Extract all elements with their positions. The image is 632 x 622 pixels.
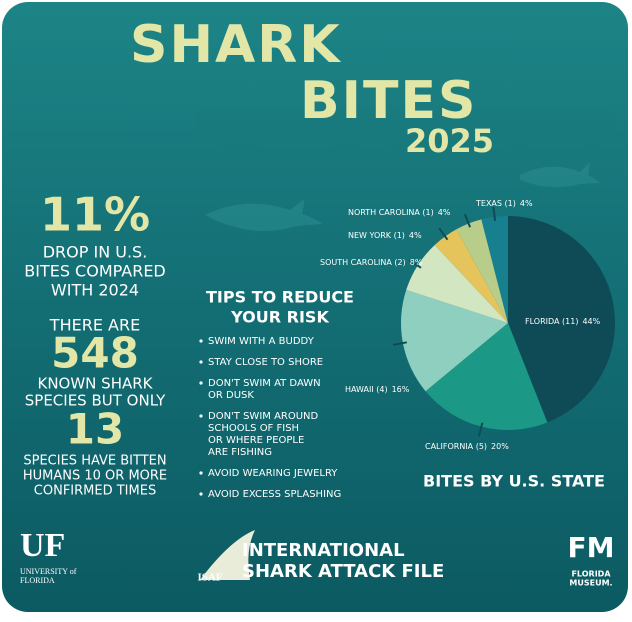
tip-text: AVOID WEARING JEWELRY (208, 468, 338, 479)
value-label: 4% (409, 231, 422, 240)
stat-text: SPECIES HAVE BITTEN (23, 454, 166, 469)
bullet (199, 492, 203, 496)
stat-text: DROP IN U.S. (43, 243, 148, 262)
pie-label: FLORIDA (11) 44% (525, 317, 601, 326)
value-label: 20% (491, 442, 509, 451)
bullet (199, 360, 203, 364)
shark-silhouette (520, 162, 600, 188)
pie-slice (425, 323, 548, 431)
bullet (199, 414, 203, 418)
tip-text: DON'T SWIM AT DAWN (208, 378, 321, 389)
reef-silhouette (195, 110, 615, 150)
tip-text: AVOID EXCESS SPLASHING (208, 489, 341, 500)
stat-big: 13 (66, 405, 124, 454)
pie-label: NORTH CAROLINA (1) 4% (348, 208, 451, 217)
tip-text: SCHOOLS OF FISH (208, 423, 299, 434)
background (2, 2, 628, 612)
leader-line (463, 213, 472, 228)
tip-text: OR WHERE PEOPLE (208, 435, 304, 446)
stat-text: THERE ARE (49, 316, 140, 335)
pie-slice (401, 289, 508, 392)
stat-big: 548 (51, 329, 139, 378)
value-label: 16% (392, 385, 410, 394)
tip-text: ARE FISHING (208, 447, 272, 458)
bullet (199, 471, 203, 475)
isaf-name: INTERNATIONAL (242, 540, 405, 561)
category-label: TEXAS (1) (475, 199, 516, 208)
title-line: 2025 (405, 122, 494, 160)
bullet (199, 339, 203, 343)
value-label: 4% (438, 208, 451, 217)
pie-label: CALIFORNIA (5) 20% (425, 442, 509, 451)
pie-label: SOUTH CAROLINA (2) 8% (320, 258, 423, 267)
pie-slice (481, 216, 508, 323)
pie-slice (434, 229, 508, 323)
tip-text: STAY CLOSE TO SHORE (208, 357, 323, 368)
chart-title: BITES BY U.S. STATE (423, 472, 605, 491)
pie-slice (406, 245, 508, 323)
leader-line (477, 422, 484, 437)
value-label: 8% (410, 258, 423, 267)
tips-title: YOUR RISK (230, 308, 329, 327)
pie-label: TEXAS (1) 4% (475, 199, 533, 208)
pie-label: NEW YORK (1) 4% (348, 231, 422, 240)
stat-text: WITH 2024 (51, 281, 139, 300)
isaf-name: SHARK ATTACK FILE (242, 561, 444, 582)
isaf-logo: ISAF (197, 572, 222, 584)
title-line: SHARK (130, 15, 342, 75)
fm-logo: FM (568, 531, 615, 564)
category-label: FLORIDA (11) (525, 317, 578, 326)
leader-line (438, 227, 449, 241)
uf-sub: UNIVERSITY of (20, 567, 77, 576)
category-label: SOUTH CAROLINA (2) (320, 258, 406, 267)
leader-line (408, 259, 422, 269)
category-label: NEW YORK (1) (348, 231, 405, 240)
tips-title: TIPS TO REDUCE (206, 288, 354, 307)
pie-slice (508, 216, 615, 423)
uf-logo: UF (20, 527, 65, 564)
value-label: 44% (582, 317, 600, 326)
tip-text: OR DUSK (208, 390, 254, 401)
stat-text: SPECIES BUT ONLY (25, 392, 166, 410)
leader-line (392, 341, 408, 346)
stat-text: BITES COMPARED (24, 262, 166, 281)
leader-line (492, 206, 497, 221)
category-label: NORTH CAROLINA (1) (348, 208, 434, 217)
tip-text: DON'T SWIM AROUND (208, 411, 319, 422)
title-line: BITES (300, 71, 477, 131)
category-label: HAWAII (4) (345, 385, 388, 394)
bullet (199, 381, 203, 385)
pie-label: HAWAII (4) 16% (345, 385, 410, 394)
uf-sub: FLORIDA (20, 576, 55, 585)
value-label: 4% (520, 199, 533, 208)
stat-text: KNOWN SHARK (37, 375, 153, 393)
stat-text: HUMANS 10 OR MORE (23, 469, 167, 484)
fm-sub: MUSEUM. (569, 579, 612, 588)
stat-text: CONFIRMED TIMES (34, 484, 156, 499)
fm-sub: FLORIDA (571, 570, 611, 579)
shark-silhouette (205, 198, 322, 231)
tip-text: SWIM WITH A BUDDY (208, 336, 315, 347)
isaf-fin-logo (200, 530, 255, 580)
category-label: CALIFORNIA (5) (425, 442, 487, 451)
pie-slice (456, 219, 508, 323)
stat-big: 11% (40, 188, 150, 242)
